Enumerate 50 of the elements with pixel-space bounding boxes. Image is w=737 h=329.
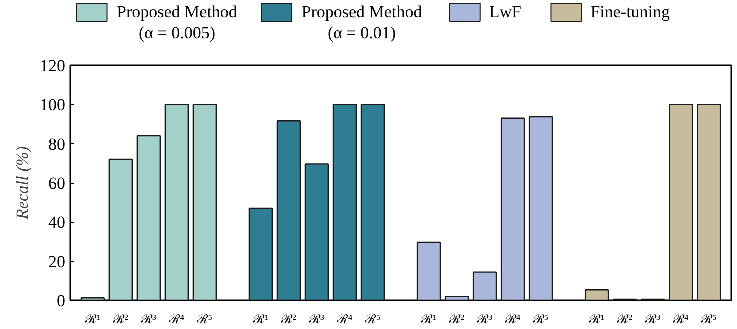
x-tick-label: ℛ³	[140, 312, 156, 326]
bar	[416, 242, 442, 300]
y-tick-label: 40	[48, 213, 66, 232]
bar	[669, 104, 694, 300]
bar	[164, 104, 190, 300]
bar	[276, 120, 302, 300]
y-tick-label: 120	[40, 56, 66, 76]
bar	[360, 104, 386, 300]
x-tick-label: ℛ⁵	[364, 312, 381, 326]
bar	[332, 104, 358, 300]
bar	[136, 135, 162, 300]
y-axis-title: Recall (%)	[13, 146, 32, 221]
x-tick-label: ℛ³	[644, 312, 661, 326]
y-tick-label: 20	[48, 252, 66, 272]
x-tick-label: ℛ²	[448, 312, 465, 326]
bar	[444, 296, 470, 300]
x-tick-label: ℛ¹	[420, 312, 437, 326]
legend-label: Proposed Method (α = 0.005)	[117, 2, 238, 42]
y-tick-label: 80	[48, 134, 66, 154]
bar	[528, 116, 554, 300]
y-tick-label: 100	[40, 96, 66, 115]
x-tick-label: ℛ²	[280, 312, 297, 326]
bar	[108, 158, 133, 300]
bar	[472, 272, 498, 300]
x-tick-label: ℛ⁵	[700, 312, 717, 326]
x-tick-label: ℛ³	[308, 312, 325, 326]
y-tick-label: 0	[57, 292, 66, 310]
legend-label: Proposed Method (α = 0.01)	[302, 2, 423, 42]
y-tick-label: 60	[48, 174, 66, 193]
bar	[697, 104, 722, 300]
x-tick-label: ℛ⁴	[336, 312, 354, 326]
x-tick-label: ℛ⁵	[532, 312, 549, 326]
x-tick-label: ℛ²	[616, 312, 633, 326]
x-tick-label: ℛ⁴	[672, 312, 690, 326]
bar	[192, 104, 218, 300]
x-tick-label: ℛ⁵	[196, 312, 213, 326]
bar	[248, 208, 274, 300]
x-tick-label: ℛ³	[476, 312, 493, 326]
bar	[500, 118, 526, 300]
legend-label: LwF	[489, 2, 522, 22]
x-tick-label: ℛ¹	[84, 312, 100, 326]
x-tick-label: ℛ¹	[588, 312, 605, 326]
bar	[584, 290, 610, 300]
bar	[304, 164, 330, 300]
bar	[80, 298, 105, 300]
x-tick-label: ℛ¹	[252, 312, 269, 326]
x-tick-label: ℛ⁴	[504, 312, 522, 326]
legend-label: Fine-tuning	[590, 2, 671, 22]
x-tick-label: ℛ⁴	[168, 312, 186, 326]
x-tick-label: ℛ²	[112, 312, 128, 326]
